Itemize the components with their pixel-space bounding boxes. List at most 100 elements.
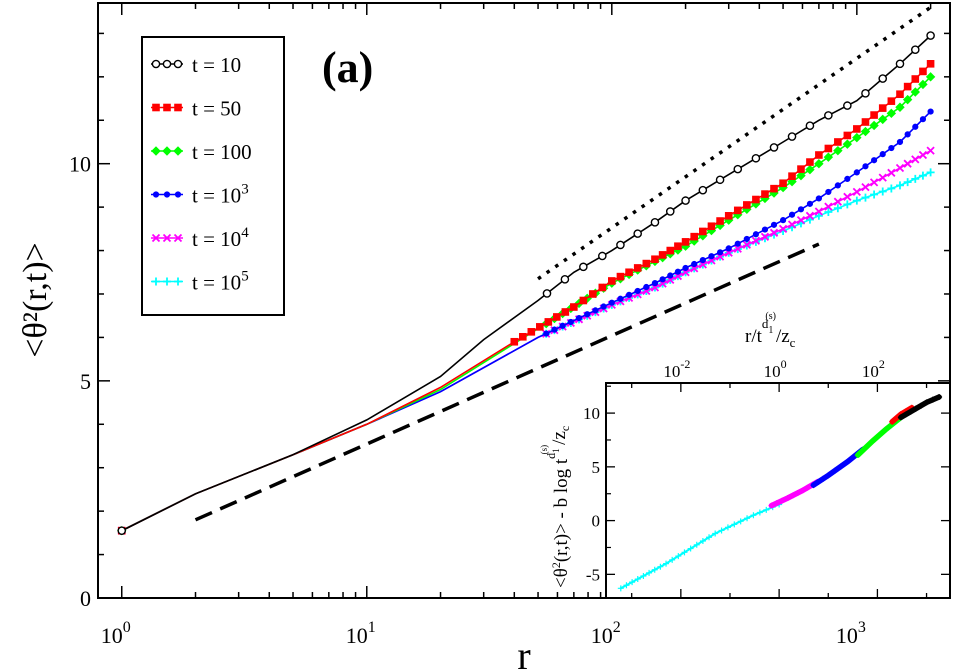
data-point bbox=[805, 121, 815, 130]
data-point bbox=[651, 280, 659, 287]
data-point bbox=[878, 114, 888, 125]
inset-data-point bbox=[804, 484, 811, 491]
data-point bbox=[559, 322, 566, 329]
data-point bbox=[579, 296, 588, 305]
data-point bbox=[589, 290, 597, 298]
data-point bbox=[651, 255, 659, 264]
data-point bbox=[926, 31, 935, 40]
data-point bbox=[752, 231, 759, 238]
legend-marker bbox=[173, 59, 183, 69]
inset-data-point bbox=[744, 515, 751, 522]
data-point bbox=[824, 208, 833, 217]
data-point bbox=[659, 276, 666, 283]
inset-data-point bbox=[646, 569, 653, 576]
data-point bbox=[658, 251, 667, 259]
legend-item: t = 104 bbox=[151, 225, 249, 251]
inset-series-group bbox=[617, 393, 943, 592]
data-point bbox=[862, 163, 869, 170]
data-point bbox=[787, 132, 797, 141]
data-point bbox=[584, 311, 591, 318]
data-point bbox=[634, 287, 641, 295]
legend: t = 10 t = 50 t = 100 t = 103 t = 104 t = 105 bbox=[141, 36, 285, 316]
data-point bbox=[698, 185, 708, 195]
inset-data-point bbox=[929, 396, 936, 403]
data-point bbox=[643, 283, 650, 291]
legend-marker bbox=[162, 233, 172, 243]
data-point bbox=[918, 79, 928, 90]
inset-data-point bbox=[651, 566, 658, 573]
inset-data-point bbox=[693, 541, 700, 548]
data-point bbox=[918, 171, 927, 180]
inset-data-point bbox=[854, 452, 861, 459]
inset-data-point bbox=[799, 487, 806, 494]
reference-lines bbox=[194, 5, 932, 522]
data-point bbox=[715, 175, 725, 185]
data-point bbox=[117, 526, 127, 535]
x-tick-label: 102 bbox=[591, 619, 621, 648]
data-point bbox=[895, 163, 905, 173]
data-point bbox=[860, 126, 871, 137]
inset-data-point bbox=[663, 560, 670, 567]
inset-y-axis-title: <θ2(r,t)> - b log td1(s)/zc bbox=[539, 426, 572, 588]
inset-data-point bbox=[768, 502, 775, 509]
data-point bbox=[770, 184, 778, 193]
inset-data-point bbox=[907, 408, 914, 415]
data-point bbox=[544, 318, 553, 326]
legend-label: t = 104 bbox=[192, 225, 249, 251]
data-point bbox=[919, 67, 927, 76]
data-point bbox=[833, 197, 842, 206]
legend-marker bbox=[174, 277, 182, 286]
data-point bbox=[903, 178, 912, 187]
data-point bbox=[824, 202, 833, 211]
legend-marker bbox=[152, 277, 160, 286]
inset-data-point bbox=[763, 506, 770, 513]
data-point bbox=[650, 218, 660, 227]
inset-y-tick-label: -5 bbox=[586, 565, 600, 584]
inset-x-axis-title: r/td1(s)/zc bbox=[745, 311, 796, 350]
data-point bbox=[805, 211, 815, 220]
inset-data-point bbox=[724, 524, 731, 531]
series-t-50 bbox=[117, 60, 935, 535]
data-point bbox=[806, 200, 814, 207]
data-point bbox=[869, 120, 879, 131]
data-point bbox=[814, 211, 823, 220]
data-point bbox=[625, 268, 633, 277]
inset-data-point bbox=[731, 521, 738, 528]
legend-marker bbox=[174, 191, 182, 198]
data-point bbox=[608, 277, 616, 285]
inset-data-point bbox=[756, 509, 763, 516]
inset-data-point bbox=[810, 482, 817, 489]
inset-data-point bbox=[634, 576, 641, 583]
data-point bbox=[642, 259, 651, 268]
inset-data-point bbox=[657, 563, 664, 570]
data-point bbox=[674, 242, 682, 251]
data-point bbox=[743, 201, 751, 209]
inset-x-tick-label: 100 bbox=[764, 357, 787, 381]
data-point bbox=[861, 118, 870, 126]
data-point bbox=[815, 195, 822, 202]
data-point bbox=[853, 125, 861, 133]
inset-series-t-10-5 bbox=[617, 501, 783, 592]
data-point bbox=[861, 193, 870, 202]
inset-data-point bbox=[869, 438, 876, 445]
data-point bbox=[708, 253, 715, 260]
inset-data-point bbox=[687, 545, 694, 552]
x-tick-label: 103 bbox=[836, 619, 866, 648]
data-point bbox=[633, 229, 642, 238]
inset-data-point bbox=[889, 418, 896, 425]
inset-data-point bbox=[623, 582, 630, 589]
data-point bbox=[536, 323, 544, 331]
data-point bbox=[716, 249, 724, 256]
dotted-reference bbox=[537, 5, 932, 281]
x-axis-title: r bbox=[517, 633, 530, 671]
data-point bbox=[861, 183, 870, 192]
data-point bbox=[734, 240, 741, 247]
data-point bbox=[751, 153, 761, 163]
data-point bbox=[919, 116, 927, 123]
y-axis-title: <θ²(r,t)> bbox=[17, 242, 54, 357]
data-point bbox=[690, 232, 698, 241]
data-point bbox=[600, 303, 607, 310]
legend-marker bbox=[173, 233, 183, 243]
inset-data-point bbox=[681, 549, 688, 556]
dashed-reference bbox=[194, 242, 820, 522]
